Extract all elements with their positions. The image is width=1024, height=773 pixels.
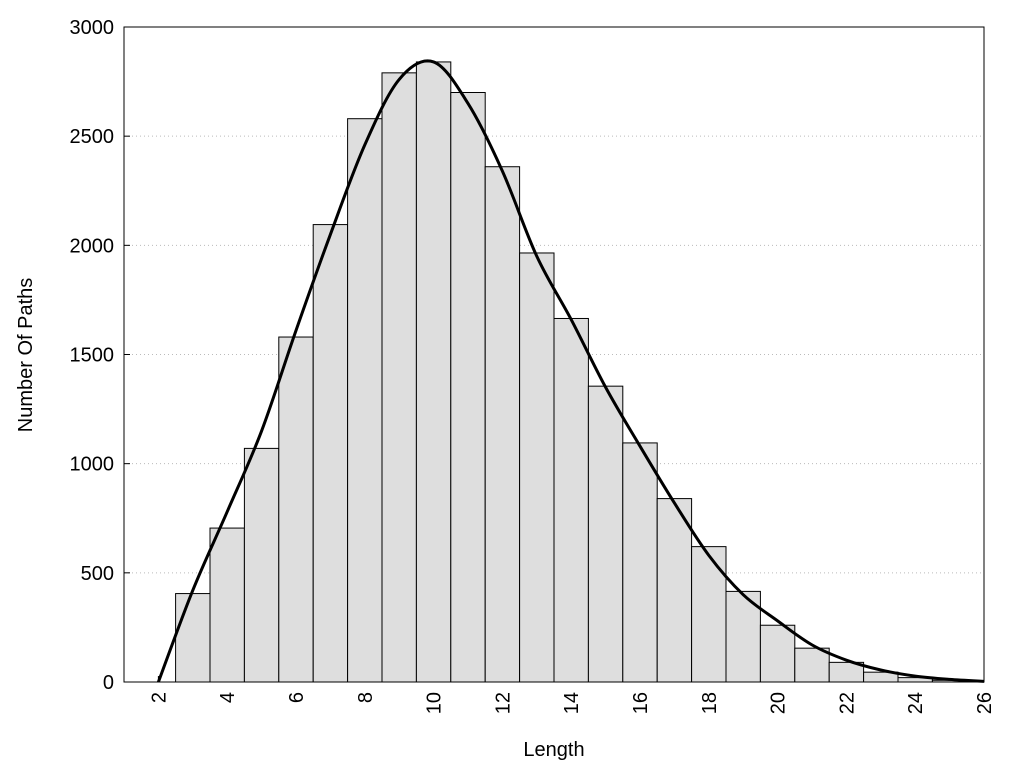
x-tick-label: 20 bbox=[768, 692, 790, 714]
bar bbox=[415, 61, 452, 683]
x-tick-label: 14 bbox=[561, 692, 583, 714]
bar bbox=[484, 166, 521, 683]
y-tick-label: 2500 bbox=[70, 126, 115, 148]
x-tick-label: 2 bbox=[148, 692, 170, 703]
bar bbox=[381, 72, 417, 683]
x-tick-label: 12 bbox=[492, 692, 514, 714]
bar bbox=[175, 593, 211, 683]
bar bbox=[725, 590, 761, 683]
plot-frame bbox=[123, 26, 985, 683]
bar bbox=[450, 92, 486, 683]
y-tick-label: 2000 bbox=[70, 235, 115, 257]
x-tick-label: 10 bbox=[424, 692, 446, 714]
x-tick-label: 8 bbox=[355, 692, 377, 703]
x-tick-label: 24 bbox=[905, 692, 927, 714]
bar bbox=[312, 224, 349, 683]
x-tick-label: 22 bbox=[836, 692, 858, 714]
bar bbox=[691, 546, 727, 683]
x-tick-label: 18 bbox=[699, 692, 721, 714]
y-tick-label: 500 bbox=[81, 563, 114, 585]
y-tick-label: 1000 bbox=[70, 454, 115, 476]
bar bbox=[347, 118, 383, 683]
y-axis-label: Number Of Paths bbox=[15, 278, 37, 433]
bar bbox=[656, 498, 693, 683]
bar bbox=[622, 442, 658, 683]
x-tick-label: 26 bbox=[974, 692, 996, 714]
x-tick-label: 6 bbox=[286, 692, 308, 703]
bar bbox=[278, 336, 314, 683]
y-tick-label: 0 bbox=[103, 672, 114, 694]
bar bbox=[794, 647, 830, 683]
bar bbox=[587, 385, 624, 683]
bar bbox=[759, 624, 796, 683]
x-tick-label: 16 bbox=[630, 692, 652, 714]
bar bbox=[243, 447, 280, 683]
bar bbox=[209, 527, 245, 683]
x-tick-label: 4 bbox=[217, 692, 239, 703]
x-axis-label: Length bbox=[523, 739, 584, 761]
y-tick-label: 3000 bbox=[70, 17, 115, 39]
curve bbox=[156, 59, 985, 683]
bar bbox=[519, 252, 555, 683]
y-tick-label: 1500 bbox=[70, 345, 115, 367]
bar bbox=[553, 317, 589, 683]
